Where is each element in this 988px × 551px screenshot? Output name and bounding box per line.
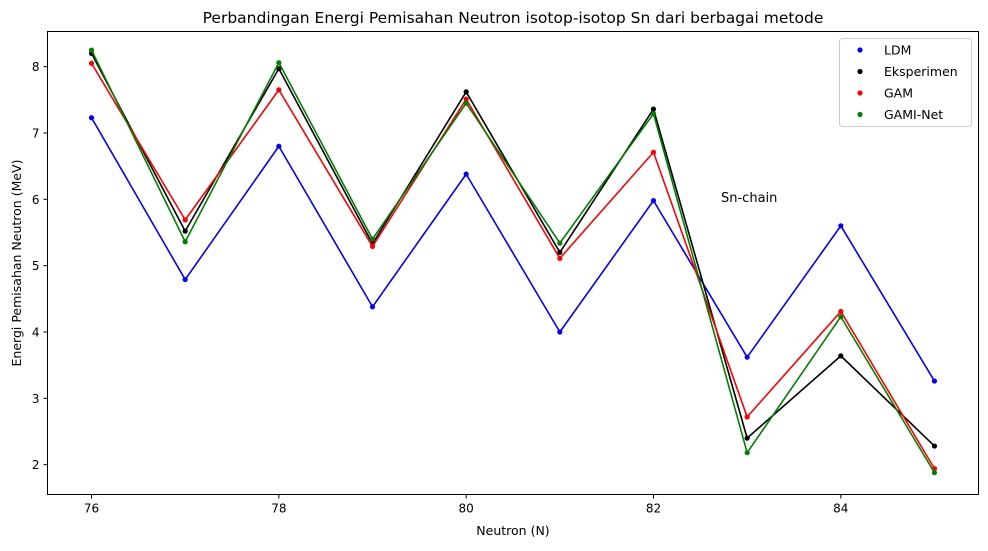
series-line-eksperimen xyxy=(90,53,936,447)
y-axis-label: Energi Pemisahan Neutron (MeV) xyxy=(9,160,24,367)
y-tick-label: 6 xyxy=(32,193,40,207)
data-point-ldm xyxy=(463,171,469,177)
data-point-gam xyxy=(276,87,282,93)
data-point-ldm xyxy=(931,378,938,384)
series-gam xyxy=(88,60,938,472)
legend-label: LDM xyxy=(884,43,911,58)
data-point-gami-net xyxy=(463,100,469,106)
data-point-gami-net xyxy=(744,450,750,456)
data-point-gami-net xyxy=(931,470,938,476)
series-ldm xyxy=(88,115,938,384)
legend-box xyxy=(839,38,972,127)
y-tick-label: 2 xyxy=(32,458,40,472)
data-point-gam xyxy=(463,96,469,102)
legend-item-gami-net: GAMI-Net xyxy=(857,107,943,122)
data-point-ldm xyxy=(88,115,95,121)
x-tick-label: 76 xyxy=(84,502,99,516)
data-point-gam xyxy=(182,217,188,223)
plot-frame xyxy=(47,31,979,495)
legend-item-eksperimen: Eksperimen xyxy=(857,64,958,79)
y-tick-label: 8 xyxy=(32,60,40,74)
data-point-gami-net xyxy=(650,111,657,117)
data-point-ldm xyxy=(650,198,657,204)
x-axis-label: Neutron (N) xyxy=(476,523,549,538)
series-line-ldm xyxy=(90,117,936,382)
x-tick-label: 84 xyxy=(833,502,848,516)
data-point-gam xyxy=(744,414,750,420)
series-line-gam xyxy=(90,62,936,470)
data-point-gami-net xyxy=(276,60,282,66)
data-point-gam xyxy=(557,255,563,261)
legend-label: Eksperimen xyxy=(884,64,958,79)
y-tick-label: 4 xyxy=(32,325,40,339)
data-point-ldm xyxy=(744,354,750,360)
data-point-gami-net xyxy=(838,314,844,320)
legend-label: GAMI-Net xyxy=(884,107,943,122)
data-point-gami-net xyxy=(369,236,376,242)
data-point-gam xyxy=(838,308,844,315)
legend-marker xyxy=(857,47,863,53)
data-point-eksperimen xyxy=(744,435,750,441)
y-tick-label: 3 xyxy=(32,392,40,406)
sn-chain-annotation: Sn-chain xyxy=(721,191,777,206)
x-tick-label: 80 xyxy=(459,502,474,516)
data-point-gam xyxy=(650,149,657,155)
legend-marker xyxy=(857,68,863,75)
data-point-gami-net xyxy=(182,239,188,245)
data-point-eksperimen xyxy=(650,106,657,112)
data-point-ldm xyxy=(182,276,188,283)
legend-item-ldm: LDM xyxy=(857,43,911,58)
data-point-ldm xyxy=(557,329,563,335)
data-point-gami-net xyxy=(557,240,563,246)
y-tick-label: 5 xyxy=(32,259,40,273)
data-point-eksperimen xyxy=(276,66,282,72)
data-point-gam xyxy=(369,243,376,250)
series-line-gami-net xyxy=(90,49,936,474)
data-point-ldm xyxy=(276,143,282,149)
x-tick-label: 78 xyxy=(271,502,286,516)
legend-marker xyxy=(857,90,863,96)
data-point-eksperimen xyxy=(838,353,844,359)
plot-area xyxy=(88,47,938,476)
y-tick-label: 7 xyxy=(32,126,40,140)
legend: LDM Eksperimen GAM GAMI-Net xyxy=(839,38,972,127)
data-point-eksperimen xyxy=(463,89,469,95)
x-tick-label: 82 xyxy=(646,502,661,516)
legend-item-gam: GAM xyxy=(857,86,913,101)
legend-marker xyxy=(857,111,863,118)
data-point-ldm xyxy=(838,223,844,229)
series-gami-net xyxy=(88,47,938,476)
data-point-eksperimen xyxy=(182,228,188,234)
chart-title: Perbandingan Energi Pemisahan Neutron is… xyxy=(203,9,824,27)
series-eksperimen xyxy=(88,50,938,449)
data-point-eksperimen xyxy=(557,249,563,255)
legend-label: GAM xyxy=(884,86,913,101)
data-point-eksperimen xyxy=(931,443,938,449)
data-point-ldm xyxy=(369,304,376,310)
data-point-gami-net xyxy=(88,47,95,53)
data-point-gam xyxy=(88,60,95,66)
